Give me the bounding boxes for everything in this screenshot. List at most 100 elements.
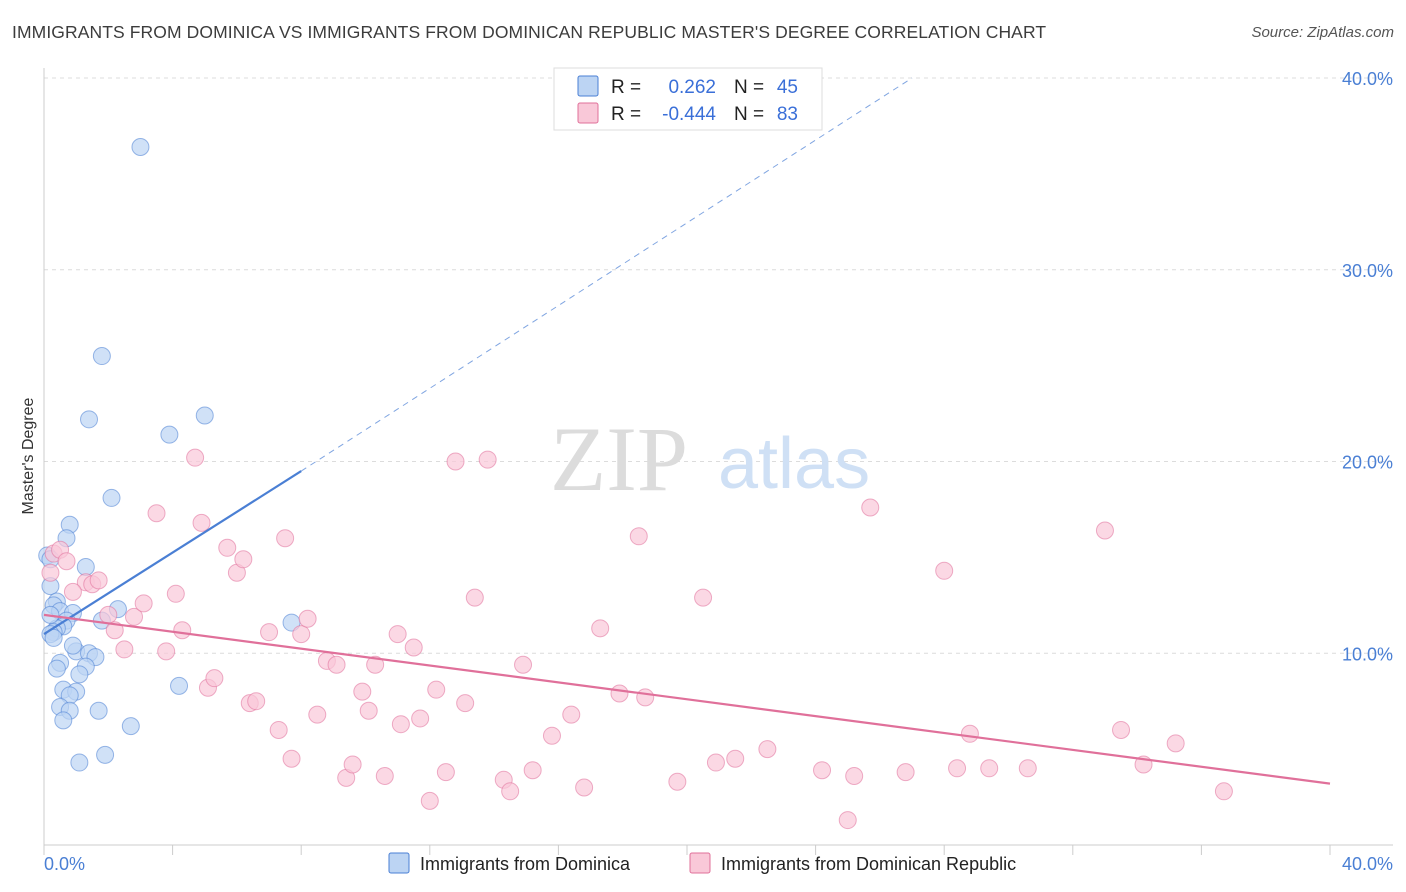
point-dominican-republic [205, 669, 224, 688]
legend-n-label-1: N = [734, 77, 764, 98]
point-dominica [160, 425, 179, 444]
point-dominican-republic [427, 680, 446, 699]
source-credit: Source: ZipAtlas.com [1251, 24, 1394, 41]
point-dominican-republic [1095, 521, 1114, 540]
point-dominican-republic [125, 607, 144, 626]
point-dominican-republic [610, 684, 629, 703]
legend-box: R = 0.262 N = 45 R = -0.444 N = 83 [553, 67, 823, 131]
point-dominican-republic [514, 655, 533, 674]
point-dominican-republic [861, 498, 880, 517]
point-dominican-republic [960, 724, 979, 743]
point-dominican-republic [446, 452, 465, 471]
x-tick-min: 0.0% [44, 854, 85, 874]
point-dominican-republic [404, 638, 423, 657]
point-dominican-republic [192, 513, 211, 532]
point-dominican-republic [166, 584, 185, 603]
point-dominican-republic [694, 588, 713, 607]
point-dominican-republic [298, 609, 317, 628]
bottom-legend: Immigrants from Dominica Immigrants from… [388, 852, 1016, 874]
point-dominica [80, 410, 99, 429]
point-dominican-republic [523, 761, 542, 780]
point-dominican-republic [57, 552, 76, 571]
point-dominica [47, 659, 66, 678]
point-dominican-republic [1214, 782, 1233, 801]
point-dominican-republic [327, 655, 346, 674]
point-dominican-republic [276, 529, 295, 548]
point-dominican-republic [478, 450, 497, 469]
point-dominican-republic [420, 791, 439, 810]
point-dominican-republic [99, 605, 118, 624]
point-dominican-republic [542, 726, 561, 745]
point-dominican-republic [366, 655, 385, 674]
point-dominican-republic [575, 778, 594, 797]
legend-r-label-1: R = [611, 77, 641, 98]
bottom-legend-swatch-dominica [388, 852, 410, 874]
y-tick-label: 40.0% [1342, 69, 1393, 89]
point-dominican-republic [456, 694, 475, 713]
point-dominican-republic [359, 701, 378, 720]
point-dominican-republic [308, 705, 327, 724]
trend-line-dominica [43, 470, 302, 636]
point-dominican-republic [269, 720, 288, 739]
legend-swatch-dominican-republic [577, 102, 599, 124]
point-dominican-republic [292, 625, 311, 644]
point-dominica [76, 557, 95, 576]
point-dominican-republic [838, 811, 857, 830]
point-dominican-republic [353, 682, 372, 701]
legend-n-value-2: 83 [777, 104, 798, 125]
point-dominican-republic [758, 740, 777, 759]
legend-r-label-2: R = [611, 104, 641, 125]
point-dominica [96, 745, 115, 764]
point-dominican-republic [375, 766, 394, 785]
point-dominican-republic [247, 692, 266, 711]
point-dominican-republic [465, 588, 484, 607]
point-dominica [170, 676, 189, 695]
point-dominican-republic [1018, 759, 1037, 778]
point-dominican-republic [436, 763, 455, 782]
bottom-legend-label-dominican-republic: Immigrants from Dominican Republic [721, 854, 1016, 874]
point-dominica [44, 628, 63, 647]
point-dominican-republic [845, 766, 864, 785]
point-dominican-republic [282, 749, 301, 768]
y-tick-labels: 10.0% 20.0% 30.0% 40.0% [1342, 69, 1393, 664]
point-dominican-republic [157, 642, 176, 661]
trend-line-dominica-extension [300, 77, 913, 472]
point-dominican-republic [105, 621, 124, 640]
point-dominican-republic [173, 621, 192, 640]
watermark-zip: ZIP [550, 408, 688, 510]
bottom-legend-label-dominica: Immigrants from Dominica [420, 854, 631, 874]
point-dominican-republic [218, 538, 237, 557]
point-dominican-republic [391, 715, 410, 734]
point-dominican-republic [501, 782, 520, 801]
data-points [38, 138, 1233, 830]
point-dominican-republic [668, 772, 687, 791]
chart-title: IMMIGRANTS FROM DOMINICA VS IMMIGRANTS F… [12, 22, 1047, 42]
point-dominican-republic [63, 582, 82, 601]
point-dominican-republic [896, 763, 915, 782]
point-dominica [121, 717, 140, 736]
point-dominica [70, 753, 89, 772]
y-tick-label: 30.0% [1342, 261, 1393, 281]
point-dominican-republic [388, 625, 407, 644]
point-dominican-republic [234, 550, 253, 569]
point-dominican-republic [41, 563, 60, 582]
point-dominican-republic [89, 571, 108, 590]
point-dominican-republic [1112, 720, 1131, 739]
point-dominican-republic [147, 504, 166, 523]
trend-line-dominican-republic [43, 613, 1331, 785]
point-dominican-republic [134, 594, 153, 613]
point-dominican-republic [186, 448, 205, 467]
y-tick-label: 10.0% [1342, 644, 1393, 664]
point-dominican-republic [706, 753, 725, 772]
point-dominican-republic [260, 623, 279, 642]
point-dominica [70, 665, 89, 684]
point-dominican-republic [562, 705, 581, 724]
watermark-atlas: atlas [718, 424, 870, 504]
point-dominican-republic [411, 709, 430, 728]
legend-n-value-1: 45 [777, 77, 798, 98]
point-dominican-republic [591, 619, 610, 638]
legend-r-value-1: 0.262 [668, 77, 716, 98]
point-dominican-republic [948, 759, 967, 778]
point-dominican-republic [629, 527, 648, 546]
